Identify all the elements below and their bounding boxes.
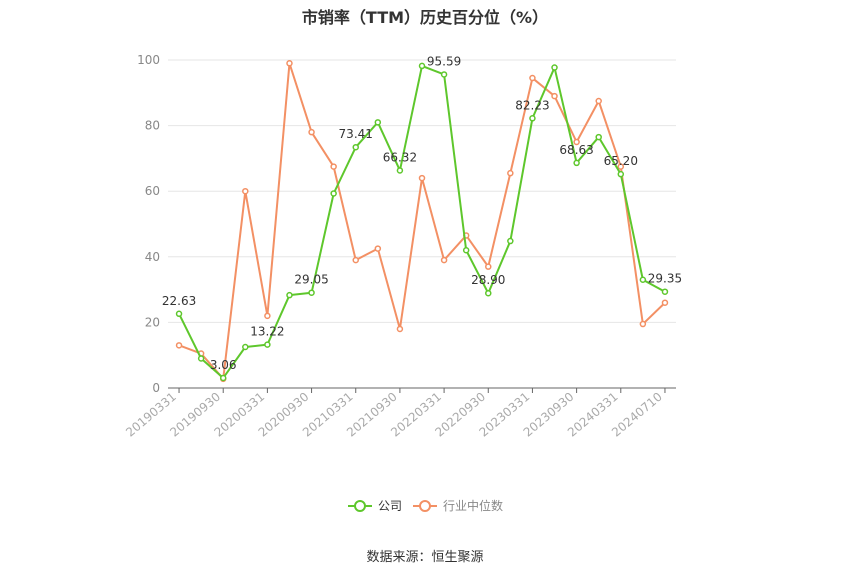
industry-median-point — [264, 312, 271, 320]
industry-median-point — [175, 342, 183, 349]
industry-median-point — [396, 325, 404, 333]
company-point — [440, 71, 448, 78]
industry-median-point — [661, 299, 669, 306]
company-point — [374, 119, 382, 126]
industry-median-point — [573, 138, 580, 146]
company-point — [418, 62, 426, 70]
industry-median-point — [330, 163, 337, 170]
legend-item-industry-median: 行业中位数 — [413, 498, 503, 513]
data-label: 66.32 — [383, 150, 417, 164]
industry-median-point — [551, 92, 558, 100]
company-point — [639, 276, 647, 284]
data-label: 65.20 — [604, 154, 638, 168]
company-point — [595, 133, 602, 141]
legend-marker — [354, 500, 366, 512]
industry-median-point — [352, 256, 359, 264]
company-point — [352, 143, 359, 151]
chart-title: 市销率（TTM）历史百分位（%） — [301, 8, 549, 27]
legend-marker — [419, 500, 431, 512]
series-lines — [175, 60, 669, 383]
gridlines — [168, 59, 676, 323]
legend-item-company: 公司 — [348, 499, 402, 513]
data-source: 数据来源：恒生聚源 — [366, 550, 484, 565]
y-tick-label: 60 — [145, 184, 160, 198]
company-point — [396, 167, 404, 174]
data-label: 28.90 — [471, 273, 505, 287]
industry-median-point — [308, 128, 315, 136]
industry-median-point — [286, 60, 293, 67]
company-point — [330, 190, 337, 197]
industry-median-point — [529, 74, 536, 82]
data-label: 29.35 — [648, 272, 682, 286]
industry-median-point — [617, 163, 625, 170]
industry-median-point — [242, 187, 249, 195]
company-point — [264, 341, 271, 348]
legend-label: 公司 — [378, 499, 402, 513]
y-tick-label: 100 — [137, 53, 160, 67]
industry-median-point — [374, 245, 382, 252]
data-label: 73.41 — [339, 127, 373, 141]
company-point — [242, 343, 249, 351]
company-point — [197, 355, 205, 362]
company-point — [175, 310, 183, 318]
legend: 公司 行业中位数 — [348, 498, 503, 513]
company-point — [485, 289, 492, 297]
company-point — [308, 289, 315, 296]
data-label: 29.05 — [294, 273, 328, 287]
y-tick-label: 20 — [145, 315, 160, 329]
company-point — [661, 288, 669, 295]
company-point — [286, 291, 293, 299]
industry-median-point — [639, 320, 647, 328]
company-point — [507, 237, 514, 245]
company-point — [617, 170, 625, 178]
y-tick-label: 40 — [145, 250, 160, 264]
industry-median-point — [440, 256, 448, 264]
y-tick-label: 80 — [145, 119, 160, 133]
company-point — [529, 115, 536, 122]
data-labels: 22.63 3.06 13.22 29.05 73.41 66.32 95.59 28.90 8… — [162, 54, 682, 371]
company-point — [462, 246, 470, 254]
industry-median-point — [507, 169, 514, 177]
data-label: 3.06 — [210, 358, 237, 372]
company-point — [573, 159, 580, 167]
y-tick-label: 0 — [152, 381, 160, 395]
data-label: 13.22 — [250, 325, 284, 339]
company-point — [219, 374, 227, 382]
legend-label: 行业中位数 — [443, 498, 503, 513]
data-label: 22.63 — [162, 294, 196, 308]
industry-median-point — [418, 174, 426, 182]
x-axis: 2019033120190930202003312020093020210331… — [123, 387, 676, 440]
company-point — [551, 64, 558, 71]
y-axis-ticks: 0 20 40 60 80 100 — [137, 53, 160, 395]
industry-median-point — [485, 263, 492, 270]
industry-median-point — [595, 97, 602, 105]
data-label: 82.23 — [515, 98, 549, 112]
data-label: 68.63 — [559, 143, 593, 157]
data-label: 95.59 — [427, 54, 461, 68]
